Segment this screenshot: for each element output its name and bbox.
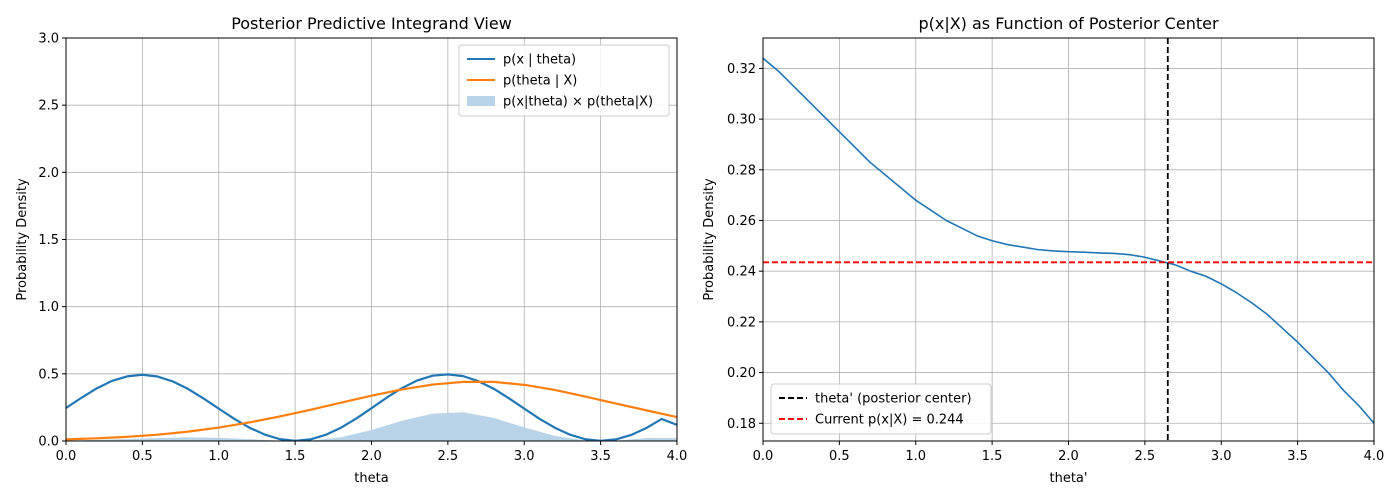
y-tick-label: 0.5: [38, 367, 59, 382]
x-axis-label: theta: [354, 471, 388, 486]
x-tick-label: 4.0: [1364, 449, 1385, 464]
y-tick-label: 0.28: [727, 163, 756, 178]
legend: theta' (posterior center) Current p(x|X) …: [770, 383, 992, 435]
y-tick-label: 0.24: [727, 265, 756, 280]
legend-box: [770, 383, 992, 435]
legend-label: p(x | theta): [503, 53, 576, 68]
x-tick-label: 1.0: [208, 449, 229, 464]
y-tick-label: 0.20: [727, 366, 756, 381]
chart-title: p(x|X) as Function of Posterior Center: [918, 14, 1218, 33]
x-tick-label: 1.5: [982, 449, 1003, 464]
x-tick-label: 3.0: [514, 449, 535, 464]
x-axis-label: theta': [1050, 471, 1088, 486]
x-tick-label: 0.5: [829, 449, 850, 464]
y-tick-label: 0.18: [727, 417, 756, 432]
x-tick-label: 1.0: [905, 449, 926, 464]
series-line-1: [66, 380, 677, 441]
chart-title: Posterior Predictive Integrand View: [231, 14, 512, 33]
series-group: [763, 38, 1374, 441]
y-tick-label: 0.30: [727, 113, 756, 128]
x-tick-label: 0.0: [753, 449, 774, 464]
x-tick-label: 3.5: [590, 449, 611, 464]
y-tick-label: 0.32: [727, 62, 756, 77]
y-tick-label: 0.0: [38, 435, 59, 450]
x-tick-label: 2.5: [1135, 449, 1156, 464]
legend-label: Current p(x|X) = 0.244: [815, 413, 964, 428]
x-tick-label: 2.5: [438, 449, 459, 464]
x-tick-label: 1.5: [285, 449, 306, 464]
y-axis-label: Probability Density: [702, 178, 717, 301]
y-tick-label: 2.5: [38, 99, 59, 114]
series-line-0: [763, 57, 1374, 424]
y-tick-label: 1.0: [38, 300, 59, 315]
legend-swatch-area: [467, 96, 495, 106]
x-tick-label: 3.0: [1211, 449, 1232, 464]
legend-label: p(x|theta) × p(theta|X): [503, 95, 653, 110]
series-area-2: [66, 412, 677, 441]
x-tick-label: 0.5: [132, 449, 153, 464]
x-tick-label: 4.0: [667, 449, 688, 464]
legend-label: p(theta | X): [503, 74, 577, 89]
x-tick-label: 3.5: [1287, 449, 1308, 464]
legend-box: [458, 44, 670, 117]
x-tick-label: 2.0: [1058, 449, 1079, 464]
x-tick-label: 2.0: [361, 449, 382, 464]
series-line-0: [66, 373, 677, 441]
right-chart-panel: 0.0 0.5 1.0 1.5 2.0 2.5 3.0 3.5 4.0 0.18 0.20 0.22 0…: [702, 14, 1384, 486]
legend-label: theta' (posterior center): [815, 392, 972, 407]
y-tick-label: 0.26: [727, 214, 756, 229]
series-group: [66, 373, 677, 441]
x-tick-label: 0.0: [56, 449, 77, 464]
y-tick-label: 1.5: [38, 233, 59, 248]
y-tick-label: 2.0: [38, 166, 59, 181]
legend: p(x | theta) p(theta | X) p(x|theta) × p(t…: [458, 44, 670, 117]
y-tick-label: 0.22: [727, 315, 756, 330]
y-axis-label: Probability Density: [15, 178, 30, 301]
y-tick-label: 3.0: [38, 32, 59, 47]
left-chart-panel: 0.0 0.5 1.0 1.5 2.0 2.5 3.0 3.5 4.0 0.0 0.5 1.0 1.5 2…: [15, 14, 687, 486]
